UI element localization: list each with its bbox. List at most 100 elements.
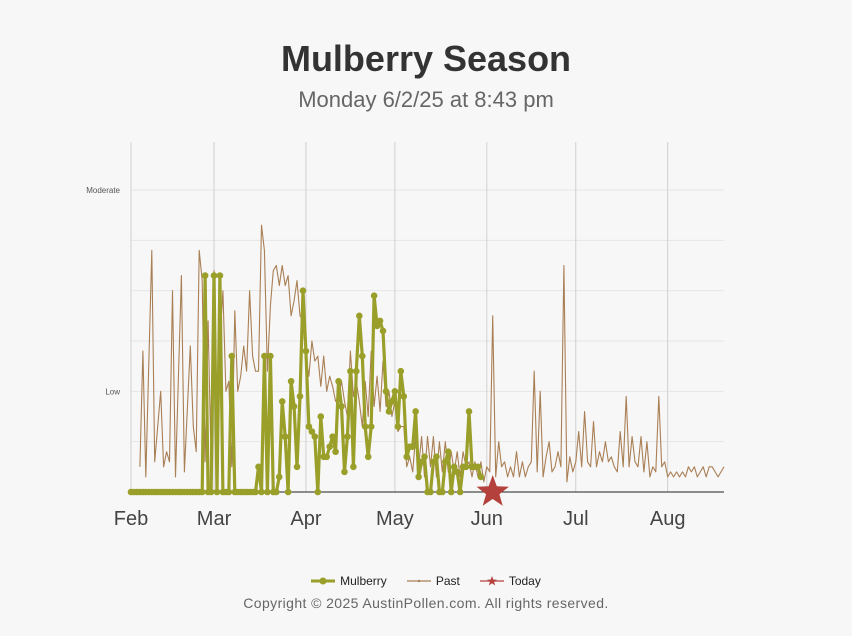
mulberry-point (281, 433, 289, 440)
mulberry-point (347, 367, 354, 375)
series-layer (127, 224, 725, 506)
legend-item-mulberry[interactable]: Mulberry (311, 574, 387, 588)
today-star-icon (479, 576, 504, 586)
mulberry-point (447, 488, 455, 496)
mulberry-point (311, 433, 319, 440)
chart-title: Mulberry Season (280, 38, 572, 79)
mulberry-point (335, 377, 342, 385)
mulberry-point (314, 488, 322, 496)
mulberry-point (462, 463, 470, 471)
mulberry-point (267, 352, 274, 360)
mulberry-point (358, 352, 366, 360)
mulberry-point (207, 488, 215, 496)
mulberry-point (353, 367, 360, 375)
mulberry-point (252, 488, 259, 496)
x-tick-label: Mar (197, 508, 232, 530)
mulberry-point (373, 322, 381, 330)
copyright-notice: Copyright © 2025 AustinPollen.com. All r… (243, 595, 609, 611)
mulberry-point (376, 317, 384, 325)
mulberry-point (421, 453, 428, 461)
mulberry-point (261, 352, 268, 360)
mulberry-point (284, 488, 292, 496)
mulberry-point (272, 488, 280, 496)
x-tick-label: Apr (290, 508, 321, 530)
mulberry-point (361, 423, 369, 430)
mulberry-point (344, 433, 351, 440)
mulberry-point (439, 488, 446, 496)
x-tick-label: Feb (114, 508, 148, 530)
mulberry-point (367, 423, 375, 430)
mulberry-point (477, 473, 485, 481)
legend-label-past: Past (435, 574, 460, 588)
mulberry-point (412, 408, 419, 415)
mulberry-point (430, 458, 437, 466)
legend-label-mulberry: Mulberry (340, 574, 387, 588)
mulberry-point (198, 488, 206, 496)
mulberry-point (450, 463, 458, 471)
mulberry-point (379, 327, 387, 335)
mulberry-point (370, 292, 378, 300)
mulberry-point (302, 347, 310, 355)
legend-item-past[interactable]: Past (406, 574, 460, 588)
mulberry-point (403, 453, 411, 461)
mulberry-point (216, 272, 224, 279)
mulberry-point (201, 272, 209, 279)
mulberry-point (264, 488, 271, 496)
legend: Mulberry Past Today (0, 574, 852, 588)
mulberry-point (323, 453, 330, 461)
mulberry-point (444, 448, 452, 456)
past-line-icon (406, 579, 431, 583)
mulberry-point (364, 453, 372, 461)
mulberry-point (350, 463, 357, 471)
mulberry-point (299, 287, 307, 294)
mulberry-point (287, 377, 295, 385)
mulberry-point (465, 408, 473, 415)
mulberry-point (329, 433, 336, 440)
mulberry-point (338, 403, 345, 410)
mulberry-point (317, 413, 325, 420)
mulberry-point (453, 468, 461, 476)
mulberry-point (382, 388, 390, 395)
legend-item-today[interactable]: Today (479, 574, 541, 588)
legend-label-today: Today (508, 574, 541, 588)
mulberry-point (433, 453, 440, 461)
mulberry-line-icon (311, 577, 336, 585)
mulberry-point (441, 458, 449, 466)
mulberry-point (213, 488, 221, 496)
mulberry-point (341, 468, 348, 476)
mulberry-point (293, 463, 301, 471)
mulberry-point (258, 488, 265, 496)
mulberry-point (418, 458, 425, 466)
mulberry-point (255, 463, 262, 471)
mulberry-point (296, 393, 304, 400)
mulberry-point (394, 423, 402, 430)
tick-layer: Low Moderate Feb Mar Apr May Jun Jul Aug (86, 186, 685, 530)
chart-subtitle: Monday 6/2/25 at 8:43 pm (298, 87, 554, 112)
mulberry-point (290, 403, 298, 410)
x-tick-label: May (376, 508, 414, 530)
mulberry-point (415, 473, 422, 481)
mulberry-point (427, 488, 434, 496)
mulberry-point (400, 393, 408, 400)
mulberry-point (388, 398, 396, 405)
x-tick-label: Jul (563, 508, 589, 530)
mulberry-point (385, 408, 393, 415)
mulberry-point (332, 448, 339, 456)
mulberry-point (456, 488, 464, 496)
y-tick-label: Moderate (86, 186, 120, 195)
mulberry-point (326, 443, 333, 451)
x-tick-label: Aug (650, 508, 686, 530)
x-tick-label: Jun (471, 508, 503, 530)
y-tick-label: Low (105, 387, 120, 396)
mulberry-point (356, 312, 363, 320)
mulberry-point (210, 272, 218, 279)
mulberry-point (397, 367, 405, 375)
mulberry-point (409, 443, 416, 451)
series-past-line (139, 224, 725, 483)
today-star-marker (476, 475, 509, 506)
mulberry-point (228, 352, 236, 360)
mulberry-point (474, 463, 482, 471)
mulberry-point (275, 473, 283, 481)
mulberry-point (225, 488, 233, 496)
